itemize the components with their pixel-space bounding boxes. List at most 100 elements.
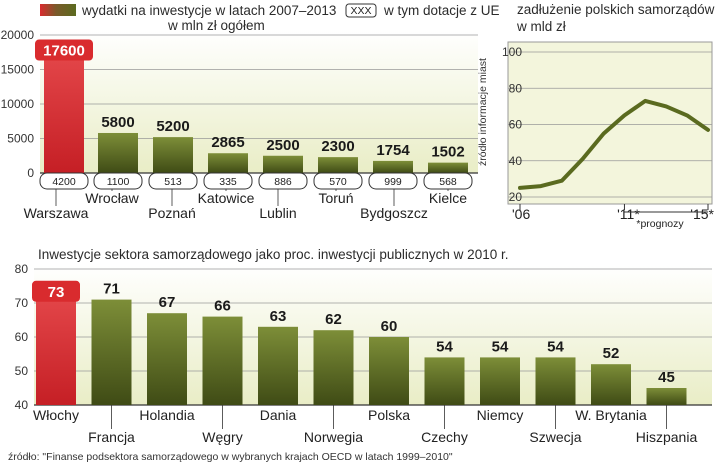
chart3-category-label: Dania (260, 407, 297, 423)
chart1-bar (318, 157, 358, 173)
chart3-bar (591, 364, 631, 405)
chart3-bar (480, 357, 520, 405)
chart3-bar (424, 357, 465, 405)
chart3-category-label: Czechy (421, 429, 468, 445)
chart3-category-label: Niemcy (477, 407, 524, 423)
chart3-value-label: 66 (214, 298, 231, 315)
chart3-y-tick: 80 (15, 262, 29, 276)
chart3-value-label: 45 (658, 369, 675, 386)
chart1-value-label: 2865 (211, 134, 244, 151)
chart2-panel (507, 41, 713, 205)
chart1-y-tick: 10000 (1, 97, 35, 111)
chart2-x-ticks: '06 '11* '15* (512, 204, 715, 222)
chart1-subtitle: w mln zł ogółem (167, 18, 265, 33)
chart3-category-label: Polska (368, 407, 410, 423)
chart3-bars: 73 Włochy 71 Francja 67 Holandia 66 Węgry 63 Dani… (32, 281, 697, 445)
chart3-value-label: 67 (159, 294, 176, 311)
chart1-ue-value: 570 (329, 176, 347, 188)
legend-swatch (40, 4, 76, 16)
chart3-y-tick: 60 (15, 330, 29, 344)
chart3-value-label: 71 (103, 281, 120, 298)
chart1-ue-value: 4200 (52, 176, 76, 188)
chart1-value-label: 17600 (43, 43, 85, 60)
chart1-category-label: Lublin (259, 205, 296, 221)
chart1-value-badge (35, 39, 93, 61)
chart3-category-label: Włochy (33, 407, 79, 423)
chart3-value-label: 73 (48, 284, 65, 301)
chart3-value-label: 52 (603, 345, 620, 362)
chart1-value-label: 5200 (156, 118, 189, 135)
chart3-value-label: 54 (547, 338, 564, 355)
chart3-category-label: Norwegia (304, 429, 363, 445)
chart2-title-line2: w mld zł (516, 19, 566, 34)
chart3-bar (258, 326, 298, 405)
chart1-category-label: Toruń (318, 190, 353, 206)
chart3-value-label: 62 (325, 311, 342, 328)
chart1-ue-pill (313, 172, 363, 190)
chart1-bar (428, 162, 468, 173)
chart1-bar (263, 155, 303, 173)
legend-ue-box (345, 3, 377, 18)
chart2-title-line1: zadłużenie polskich samorządów (517, 2, 715, 17)
chart3-bar (147, 313, 187, 405)
legend-ue-box-text: XXX (350, 5, 371, 17)
chart1-title: wydatki na inwestycje w latach 2007–2013 (81, 3, 336, 18)
chart3-y-tick: 50 (15, 364, 29, 378)
chart1-ue-pill (148, 172, 198, 190)
chart3-value-label: 60 (381, 318, 398, 335)
chart3-category-label: Francja (88, 429, 135, 445)
chart1-y-tick: 15000 (1, 63, 35, 77)
chart1-value-label: 1754 (376, 142, 410, 159)
chart1-ue-pill (258, 172, 308, 190)
chart1-category-label: Warszawa (24, 205, 89, 221)
chart1-ue-value: 999 (384, 176, 402, 188)
chart3-bar (36, 292, 76, 405)
chart2-grid (508, 51, 712, 198)
chart1-ue-pill (203, 172, 253, 190)
chart1-y-ticks: 0 5000 10000 15000 20000 (1, 28, 35, 180)
chart1-value-label: 5800 (101, 114, 134, 131)
chart1-ue-pill (39, 172, 89, 190)
chart2-x-tick: '11* (617, 206, 640, 222)
chart1-value-label: 2300 (321, 138, 354, 155)
chart2-forecast-label: *prognozy (636, 218, 684, 230)
chart1-category-label: Kielce (429, 190, 467, 206)
chart2-y-tick: 60 (509, 118, 523, 132)
chart3-bar (313, 330, 354, 405)
chart3-category-label: W. Brytania (575, 407, 647, 423)
chart3-y-ticks: 40 50 60 70 80 (15, 262, 29, 412)
chart1-category-label: Poznań (148, 205, 195, 221)
chart2-x-tick: '06 (512, 206, 530, 222)
chart1-value-label: 2500 (266, 137, 299, 154)
chart1-bar (208, 153, 248, 173)
chart3-value-label: 54 (436, 338, 453, 355)
chart1-ue-pill (368, 172, 418, 190)
chart1-y-tick: 5000 (7, 132, 34, 146)
source-note: źródło: "Finanse podsektora samorządoweg… (8, 451, 453, 463)
chart3-category-label: Węgry (202, 429, 242, 445)
chart3-category-label: Szwecja (529, 429, 581, 445)
chart3-y-tick: 40 (15, 398, 29, 412)
chart1-bar (373, 160, 413, 173)
chart3-bar (369, 337, 409, 405)
chart1-ue-value: 1100 (107, 176, 130, 188)
chart2-y-tick: 20 (509, 190, 523, 204)
chart1-bar (153, 137, 193, 173)
chart3-category-label: Hiszpania (636, 429, 698, 445)
chart1-side-note: źródło informacje miast (477, 58, 489, 166)
chart2-y-ticks: 20 40 60 80 100 (502, 45, 522, 204)
chart1-ue-value: 335 (219, 176, 237, 188)
chart2-y-tick: 100 (502, 45, 522, 59)
chart1-bars: 17600 4200 Warszawa 5800 1100 Wrocław 5200 513 P… (24, 39, 473, 221)
chart3-title: Inwestycje sektora samorządowego jako pr… (38, 247, 508, 262)
chart2-y-tick: 40 (509, 154, 523, 168)
chart1-y-tick: 0 (27, 166, 34, 180)
chart1-category-label: Wrocław (85, 190, 139, 206)
chart3-value-label: 63 (270, 308, 287, 325)
chart1-category-label: Katowice (198, 190, 255, 206)
chart3-category-label: Holandia (139, 407, 194, 423)
chart2-series-line (518, 98, 710, 190)
chart1-bar (44, 51, 84, 174)
chart3-bar (202, 316, 243, 405)
